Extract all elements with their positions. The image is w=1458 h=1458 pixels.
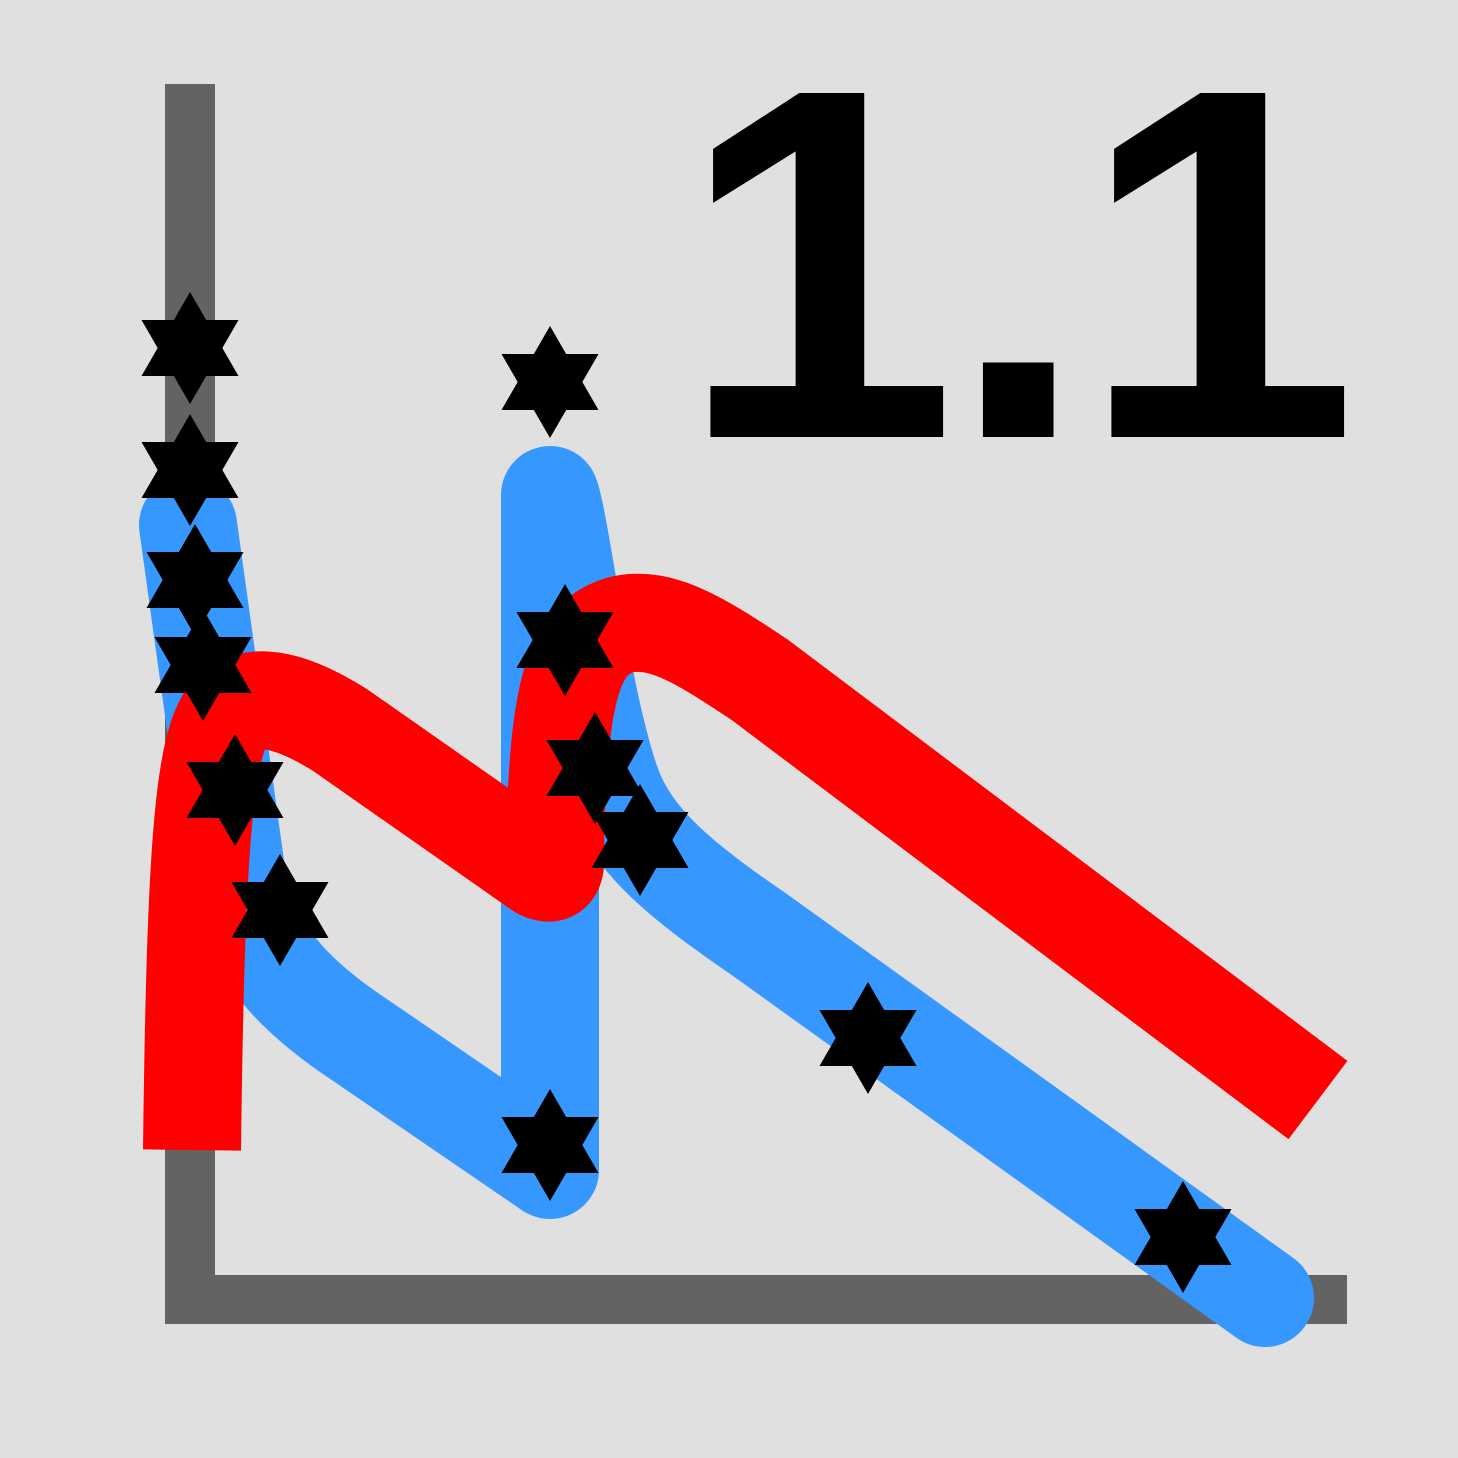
star-marker-icon: [186, 734, 284, 846]
star-marker-icon: [546, 712, 644, 824]
star-marker-icon: [501, 326, 599, 438]
star-marker-icon: [501, 1089, 599, 1201]
star-marker-icon: [819, 982, 917, 1094]
star-marker-icon: [231, 854, 329, 966]
star-marker-icon: [591, 784, 689, 896]
star-marker-icon: [141, 414, 239, 526]
star-marker-icon: [141, 292, 239, 404]
star-marker-icon: [146, 524, 244, 636]
star-of-david-markers: [141, 292, 1232, 1293]
star-marker-icon: [1134, 1181, 1232, 1293]
version-label: 1.1: [679, 0, 1350, 543]
star-marker-icon: [516, 584, 614, 696]
star-marker-icon: [154, 609, 252, 721]
